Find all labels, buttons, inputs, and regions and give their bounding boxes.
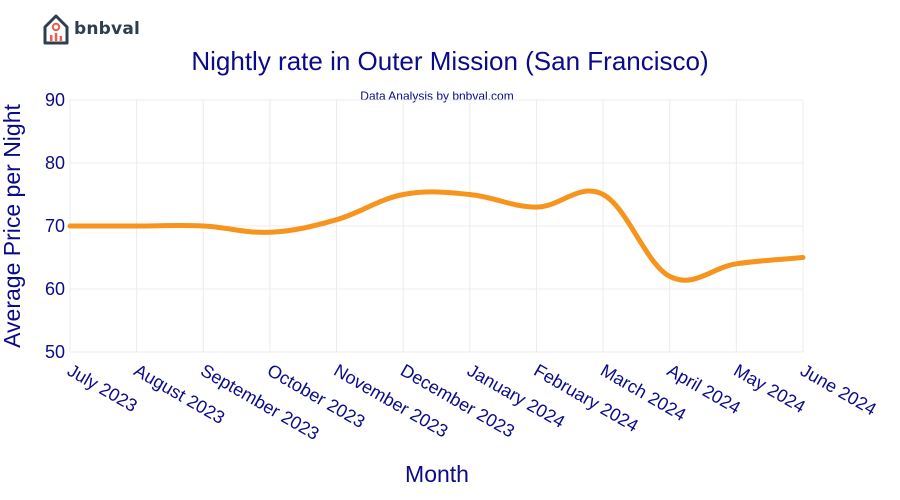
- y-tick-label: 80: [45, 153, 65, 173]
- brand-logo: bnbval: [42, 12, 140, 46]
- x-axis-title: Month: [405, 461, 469, 487]
- x-tick-label: November 2023: [331, 360, 452, 441]
- series-layer: [67, 188, 806, 283]
- y-tick-label: 90: [45, 90, 65, 110]
- y-axis-title: Average Price per Night: [0, 104, 25, 348]
- y-tick-label: 70: [45, 216, 65, 236]
- house-chart-icon: [43, 14, 69, 45]
- x-tick-label: September 2023: [197, 360, 322, 444]
- x-tick-label: May 2024: [730, 360, 808, 417]
- chart-subtitle: Data Analysis by bnbval.com: [360, 89, 513, 103]
- y-tick-label: 50: [45, 342, 65, 362]
- brand-name: bnbval: [74, 19, 141, 39]
- x-tick-label: July 2023: [64, 360, 141, 416]
- x-tick-label: December 2023: [397, 360, 518, 441]
- y-axis-ticks: 50 60 70 80 90: [45, 90, 65, 362]
- series-line: [67, 188, 806, 283]
- y-tick-label: 60: [45, 279, 65, 299]
- x-tick-label: June 2024: [797, 360, 880, 419]
- chart-title: Nightly rate in Outer Mission (San Franc…: [191, 46, 708, 76]
